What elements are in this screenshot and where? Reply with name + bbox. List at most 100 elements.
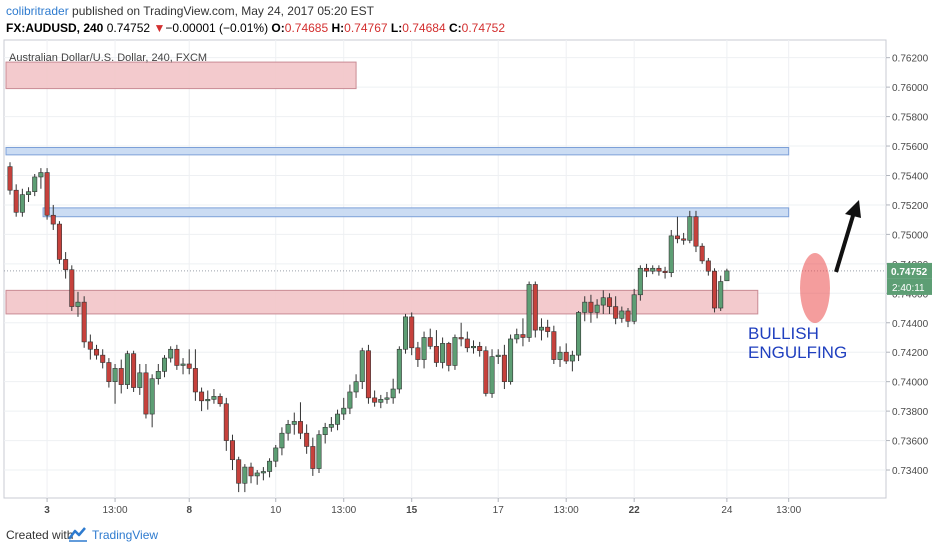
candle-down — [705, 260, 711, 272]
created-with-text: Created with — [6, 528, 74, 542]
candle-up — [470, 346, 476, 349]
x-tick-label: 13:00 — [103, 505, 128, 516]
candle-up — [514, 334, 520, 340]
price-chart[interactable]: 0.73400 0.73600 0.73800 0.74000 0.74200 0.744… — [0, 0, 932, 522]
candle-down — [131, 353, 137, 388]
x-tick-label: 3 — [44, 505, 50, 516]
y-tick-label: 0.73600 — [892, 437, 929, 448]
symbol-info: FX:AUDUSD, 240 0.74752 ▼−0.00001 (−0.01%… — [6, 21, 505, 35]
candle-up — [396, 348, 402, 390]
published-text: published on TradingView.com, May 24, 20… — [72, 4, 375, 18]
symbol-label[interactable]: FX:AUDUSD, 240 — [6, 21, 104, 35]
candle-up — [335, 413, 341, 425]
annotation-line-1: BULLISH — [748, 324, 819, 343]
candle-down — [446, 343, 452, 366]
candle-up — [390, 388, 396, 399]
chart-header: colibritrader published on TradingView.c… — [0, 0, 932, 40]
candle-up — [26, 191, 32, 195]
candle-down — [100, 354, 106, 363]
x-tick-label: 22 — [629, 505, 641, 516]
plot-area[interactable] — [3, 39, 887, 499]
candle-down — [712, 270, 718, 309]
candle-down — [81, 301, 87, 343]
candle-down — [613, 306, 619, 319]
arrow-up-icon — [845, 200, 861, 218]
candle-up — [718, 281, 724, 309]
low-value: 0.74684 — [402, 21, 446, 35]
candle-up — [359, 350, 365, 382]
candle-up — [205, 399, 211, 402]
last-price-label: 0.74752 — [891, 267, 928, 278]
last-price-badge — [887, 262, 932, 279]
close-label: C: — [448, 21, 462, 35]
candles — [7, 162, 730, 493]
open-label: O: — [271, 21, 285, 35]
candle-down — [223, 403, 229, 441]
candle-up — [155, 371, 161, 380]
candle-up — [211, 396, 217, 400]
candle-down — [693, 216, 699, 247]
candle-up — [168, 348, 174, 359]
candle-down — [192, 368, 198, 393]
candle-up — [576, 312, 582, 356]
candle-up — [260, 471, 266, 474]
resistance-zone — [5, 61, 357, 90]
candle-down — [588, 301, 594, 313]
annotation-line-2: ENGULFING — [748, 343, 847, 362]
candle-down — [217, 396, 223, 405]
candle-up — [279, 432, 285, 449]
x-tick-label: 24 — [721, 505, 733, 516]
highlight-ellipse — [800, 253, 830, 323]
candle-up — [378, 399, 384, 403]
candle-up — [650, 267, 656, 272]
annotations: Australian Dollar/U.S. Dollar, 240, FXCM… — [9, 52, 861, 362]
x-tick-label: 8 — [186, 505, 192, 516]
candle-down — [69, 269, 75, 307]
candle-up — [180, 363, 186, 366]
y-tick-label: 0.73400 — [892, 466, 929, 477]
x-tick-label: 17 — [493, 505, 505, 516]
zones — [5, 61, 790, 315]
candle-up — [32, 176, 38, 192]
author-link[interactable]: colibritrader — [6, 4, 69, 18]
candle-down — [229, 440, 235, 461]
candle-up — [495, 354, 501, 357]
candle-up — [124, 353, 130, 385]
candle-up — [38, 172, 44, 178]
candle-up — [594, 304, 600, 313]
candle-down — [63, 259, 69, 271]
candle-up — [600, 297, 606, 306]
candle-down — [483, 350, 489, 394]
candle-up — [149, 378, 155, 415]
candle-up — [273, 447, 279, 462]
candle-up — [162, 357, 168, 372]
candle-up — [724, 270, 730, 282]
y-tick-label: 0.76000 — [892, 83, 929, 94]
candle-down — [477, 346, 483, 352]
candle-up — [668, 235, 674, 273]
candle-down — [681, 238, 687, 241]
y-tick-label: 0.74000 — [892, 378, 929, 389]
candle-up — [267, 460, 273, 472]
candle-up — [242, 466, 248, 484]
candle-down — [501, 354, 507, 382]
high-value: 0.74767 — [344, 21, 388, 35]
candle-up — [137, 372, 143, 388]
y-tick-label: 0.75200 — [892, 201, 929, 212]
candle-down — [372, 397, 378, 403]
tradingview-logo-icon[interactable] — [68, 526, 88, 542]
candle-down — [365, 350, 371, 399]
candle-down — [13, 189, 19, 213]
y-tick-label: 0.73800 — [892, 407, 929, 418]
down-arrow-icon: ▼ — [153, 21, 166, 35]
x-tick-label: 13:00 — [331, 505, 356, 516]
tradingview-brand-link[interactable]: TradingView — [92, 528, 159, 542]
candle-up — [285, 424, 291, 434]
open-value: 0.74685 — [284, 21, 329, 35]
candle-down — [415, 347, 421, 360]
y-tick-label: 0.74400 — [892, 319, 929, 330]
candle-down — [409, 316, 415, 349]
candle-down — [699, 245, 705, 262]
y-tick-label: 0.75600 — [892, 142, 929, 153]
candle-up — [384, 397, 390, 400]
